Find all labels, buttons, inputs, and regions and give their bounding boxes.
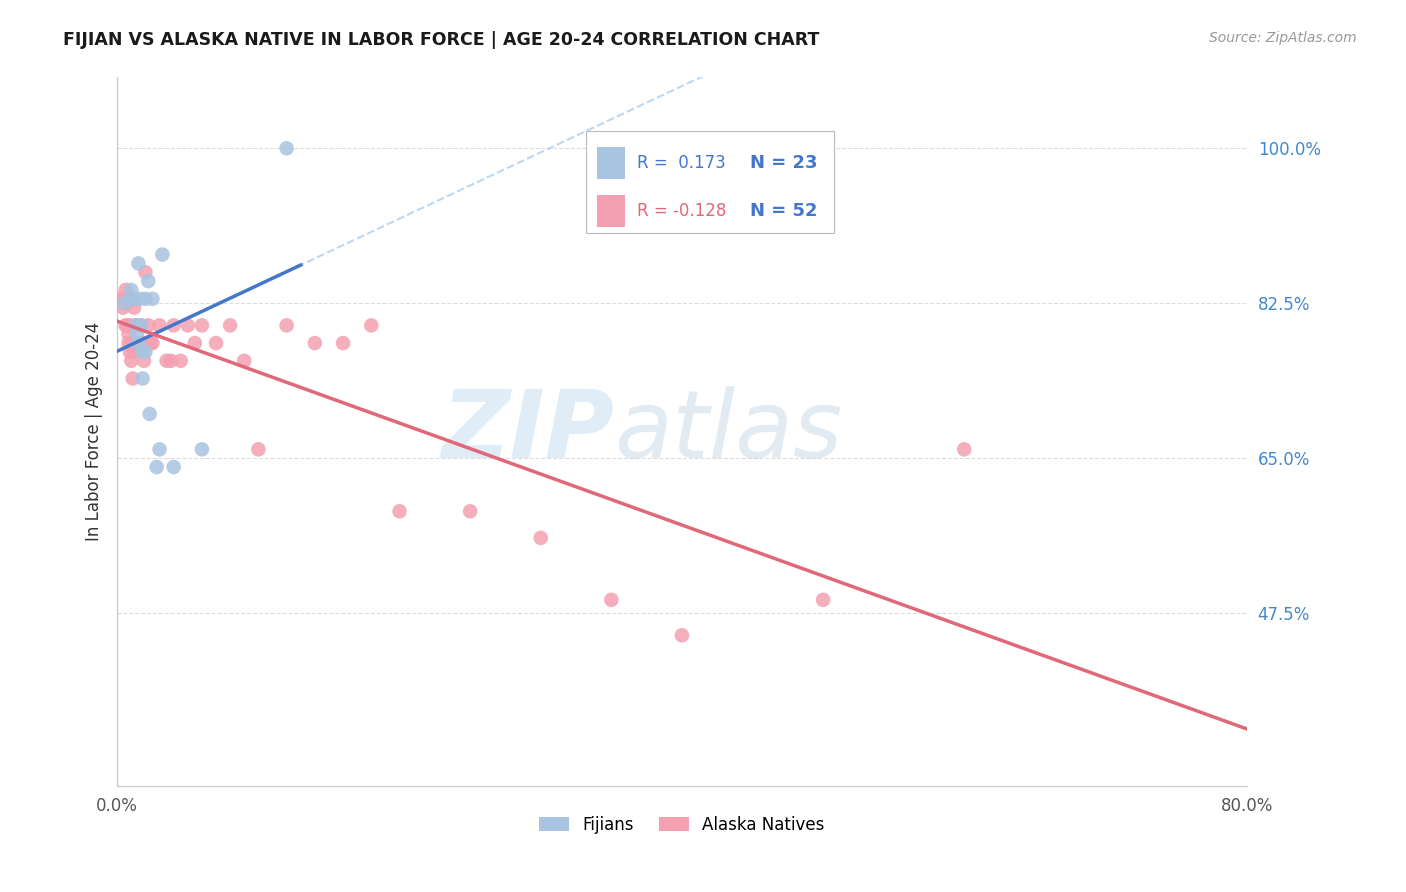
Point (122, 292, 145, 306)
Point (138, 407, 160, 421)
Point (120, 283, 142, 297)
Point (131, 336, 153, 351)
Point (129, 318, 152, 333)
Point (219, 318, 242, 333)
Point (125, 318, 148, 333)
Point (120, 292, 142, 306)
Point (127, 336, 149, 351)
Point (132, 353, 155, 368)
Point (600, 592, 623, 607)
Point (118, 318, 141, 333)
Point (112, 296, 135, 310)
Point (125, 327, 148, 342)
Point (128, 318, 150, 333)
Point (122, 301, 145, 315)
Point (115, 292, 138, 306)
Text: atlas: atlas (614, 386, 842, 477)
Legend: Fijians, Alaska Natives: Fijians, Alaska Natives (538, 816, 825, 834)
Point (148, 318, 170, 333)
Point (141, 292, 163, 306)
Point (136, 318, 159, 333)
Point (360, 318, 382, 333)
Text: R =  0.173: R = 0.173 (637, 154, 725, 172)
Point (131, 371, 153, 385)
Point (124, 318, 146, 333)
Point (121, 371, 143, 385)
Point (114, 283, 136, 297)
Point (131, 345, 153, 359)
Point (120, 292, 142, 306)
Point (145, 460, 167, 475)
Point (141, 336, 163, 351)
Point (134, 265, 156, 279)
Point (671, 628, 693, 642)
Point (304, 336, 326, 351)
Point (160, 353, 183, 368)
Point (811, 592, 834, 607)
Point (388, 504, 411, 518)
Point (115, 318, 138, 333)
Point (111, 301, 134, 315)
Point (122, 345, 145, 359)
Point (110, 292, 132, 306)
Point (136, 274, 159, 288)
Point (117, 327, 139, 342)
Point (276, 318, 298, 333)
Point (205, 336, 228, 351)
Point (129, 318, 152, 333)
Text: FIJIAN VS ALASKA NATIVE IN LABOR FORCE | AGE 20-24 CORRELATION CHART: FIJIAN VS ALASKA NATIVE IN LABOR FORCE |… (63, 31, 820, 49)
Text: Source: ZipAtlas.com: Source: ZipAtlas.com (1209, 31, 1357, 45)
Point (115, 296, 138, 310)
Text: R = -0.128: R = -0.128 (637, 202, 725, 219)
Point (163, 318, 186, 333)
Point (233, 353, 256, 368)
Point (114, 318, 136, 333)
Point (117, 336, 139, 351)
Point (191, 318, 214, 333)
Point (124, 318, 146, 333)
Point (134, 292, 156, 306)
Text: ZIP: ZIP (441, 385, 614, 477)
Point (953, 442, 976, 457)
Point (127, 336, 149, 351)
Point (332, 336, 354, 351)
Point (177, 318, 200, 333)
Point (127, 256, 149, 270)
Y-axis label: In Labor Force | Age 20-24: In Labor Force | Age 20-24 (86, 322, 103, 541)
FancyBboxPatch shape (586, 130, 834, 234)
Point (458, 504, 481, 518)
Point (184, 336, 207, 351)
Point (530, 531, 553, 545)
Point (150, 247, 173, 261)
Text: N = 52: N = 52 (749, 202, 817, 219)
Point (120, 353, 142, 368)
Point (128, 292, 150, 306)
Point (163, 460, 186, 475)
Bar (598, 194, 626, 227)
Point (139, 336, 162, 351)
Point (112, 292, 135, 306)
Point (247, 442, 270, 457)
Point (120, 336, 142, 351)
Point (191, 442, 214, 457)
Point (118, 345, 141, 359)
Point (155, 353, 177, 368)
Bar (598, 147, 626, 179)
Point (148, 442, 170, 457)
Text: N = 23: N = 23 (749, 154, 817, 172)
Point (276, 141, 298, 155)
Point (134, 345, 156, 359)
Point (170, 353, 193, 368)
